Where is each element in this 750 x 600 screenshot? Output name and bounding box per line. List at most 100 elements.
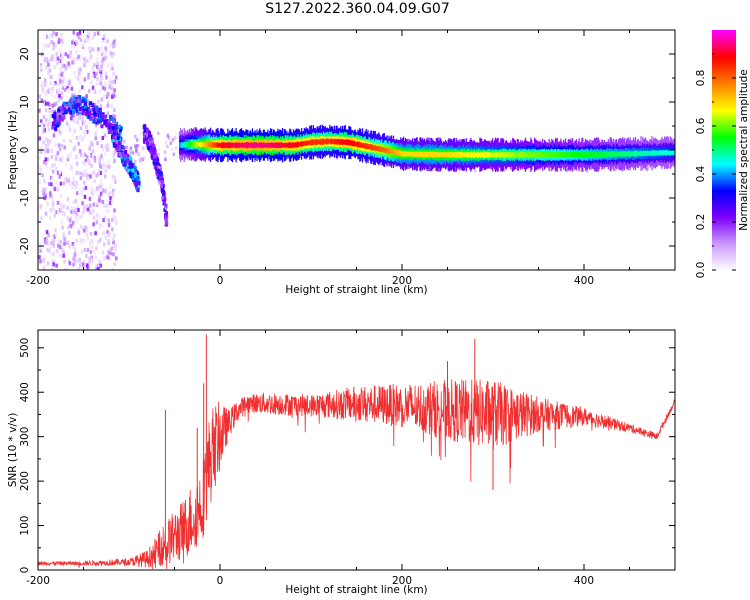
ridge-core	[604, 152, 607, 157]
ridge-core	[344, 140, 346, 144]
ridge-core	[657, 151, 660, 155]
heatmap-cell	[44, 101, 47, 106]
ridge-core	[523, 153, 525, 157]
colorbar-swatch	[712, 94, 736, 97]
heatmap-cell	[113, 143, 117, 148]
heatmap-cell	[69, 139, 72, 144]
heatmap-cell	[85, 155, 89, 160]
heatmap-cell	[135, 138, 139, 142]
heatmap-cell	[40, 50, 44, 55]
ridge-core	[226, 143, 228, 147]
heatmap-cell	[74, 210, 78, 215]
ridge-core	[233, 143, 235, 147]
heatmap-cell	[51, 125, 54, 130]
ridge-core	[490, 153, 492, 157]
ridge-core	[276, 143, 278, 147]
heatmap-cell	[74, 199, 78, 204]
ridge-core	[297, 142, 299, 147]
heatmap-cell	[85, 204, 88, 209]
ridge-core	[611, 152, 613, 156]
heatmap-cell	[49, 215, 52, 220]
x-tick-label: -200	[26, 275, 50, 287]
heatmap-cell	[102, 242, 106, 247]
heatmap-cell	[92, 202, 96, 207]
ridge-core	[207, 143, 209, 147]
ridge-core	[573, 153, 576, 157]
ridge-core	[599, 152, 601, 157]
heatmap-cell	[111, 113, 115, 118]
heatmap-cell	[89, 203, 92, 208]
ridge-core	[493, 153, 495, 157]
heatmap-cell	[103, 174, 107, 179]
heatmap-cell	[103, 256, 106, 261]
ridge-core	[368, 145, 370, 149]
ridge-core	[592, 152, 594, 157]
heatmap-cell	[82, 96, 86, 101]
heatmap-cell	[104, 169, 108, 174]
heatmap-cell	[106, 147, 109, 152]
ridge-core	[631, 152, 633, 156]
ridge-core	[411, 152, 413, 156]
ridge-core	[487, 153, 489, 157]
heatmap-cell	[503, 168, 506, 172]
ridge-core	[318, 140, 320, 144]
ridge-core	[553, 153, 556, 157]
heatmap-cell	[76, 32, 80, 37]
heatmap-cell	[184, 141, 186, 148]
heatmap-cell	[114, 247, 118, 252]
heatmap-cell	[69, 216, 72, 221]
heatmap-cell	[143, 124, 147, 129]
ridge-core	[240, 143, 242, 147]
ridge-core	[206, 143, 208, 147]
ridge-core	[495, 153, 498, 157]
colorbar-swatch	[712, 104, 736, 107]
heatmap-cell	[42, 123, 46, 128]
ridge-core	[262, 143, 265, 147]
heatmap-cell	[43, 239, 47, 244]
heatmap-cell	[91, 35, 95, 40]
heatmap-cell	[70, 164, 73, 169]
ridge-core	[414, 152, 417, 156]
heatmap-cell	[115, 133, 119, 138]
heatmap-cell	[57, 186, 60, 191]
heatmap-cell	[78, 257, 81, 262]
ridge-core	[395, 150, 397, 155]
heatmap-cell	[153, 154, 157, 159]
heatmap-cell	[75, 170, 79, 175]
heatmap-cell	[89, 240, 92, 245]
ridge-core	[243, 143, 245, 147]
heatmap-cell	[149, 147, 153, 152]
heatmap-cell	[89, 30, 93, 35]
heatmap-cell	[99, 238, 102, 243]
ridge-core	[496, 153, 498, 157]
ridge-core	[300, 142, 302, 146]
heatmap-cell	[72, 44, 76, 49]
heatmap-cell	[78, 135, 82, 140]
page-title: S127.2022.360.04.09.G07	[265, 1, 450, 17]
ridge-core	[387, 149, 389, 153]
heatmap-cell	[44, 211, 48, 216]
heatmap-cell	[108, 191, 111, 196]
heatmap-cell	[109, 115, 113, 120]
heatmap-cell	[45, 230, 49, 235]
colorbar-swatch	[712, 74, 736, 77]
heatmap-cell	[152, 144, 156, 149]
heatmap-cell	[98, 164, 102, 169]
colorbar-swatch	[712, 72, 736, 75]
heatmap-cell	[162, 199, 166, 204]
heatmap-cell	[107, 148, 111, 153]
heatmap-cell	[94, 231, 97, 236]
heatmap-cell	[61, 111, 65, 116]
heatmap-cell	[111, 92, 115, 97]
heatmap-cell	[72, 200, 76, 205]
heatmap-cell	[63, 105, 67, 110]
heatmap-cell	[111, 66, 114, 71]
ridge-core	[461, 153, 463, 157]
ridge-core	[220, 143, 222, 147]
heatmap-cell	[43, 187, 46, 192]
heatmap-cell	[82, 107, 86, 112]
ridge-core	[489, 153, 491, 157]
ridge-core	[253, 143, 255, 147]
ridge-core	[641, 151, 643, 156]
